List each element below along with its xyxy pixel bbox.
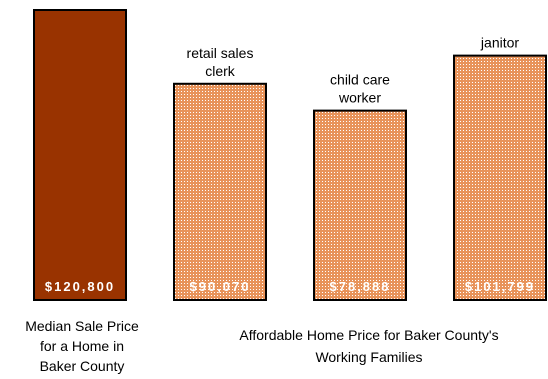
caption-line: for a Home in [39, 338, 125, 354]
bar-label: clerk [205, 63, 236, 79]
bar [33, 9, 127, 301]
bar-label: retail sales [187, 45, 254, 61]
value-label: $78,888 [330, 279, 391, 294]
caption-line: Working Families [315, 349, 423, 365]
value-label: $90,070 [190, 279, 251, 294]
bar-label: worker [338, 90, 381, 106]
bar [173, 82, 267, 301]
caption-line: Affordable Home Price for Baker County's [239, 327, 499, 343]
value-label: $120,800 [45, 279, 115, 294]
bar-label: child care [330, 72, 390, 88]
value-label: $101,799 [465, 279, 535, 294]
bar [313, 109, 407, 301]
caption-line: Median Sale Price [25, 318, 139, 334]
median-price-caption: Median Sale Price for a Home in Baker Co… [12, 316, 152, 376]
caption-line: Baker County [39, 358, 125, 374]
bar [453, 54, 547, 301]
affordable-price-caption: Affordable Home Price for Baker County's… [196, 324, 542, 368]
bar-label: janitor [480, 35, 519, 51]
